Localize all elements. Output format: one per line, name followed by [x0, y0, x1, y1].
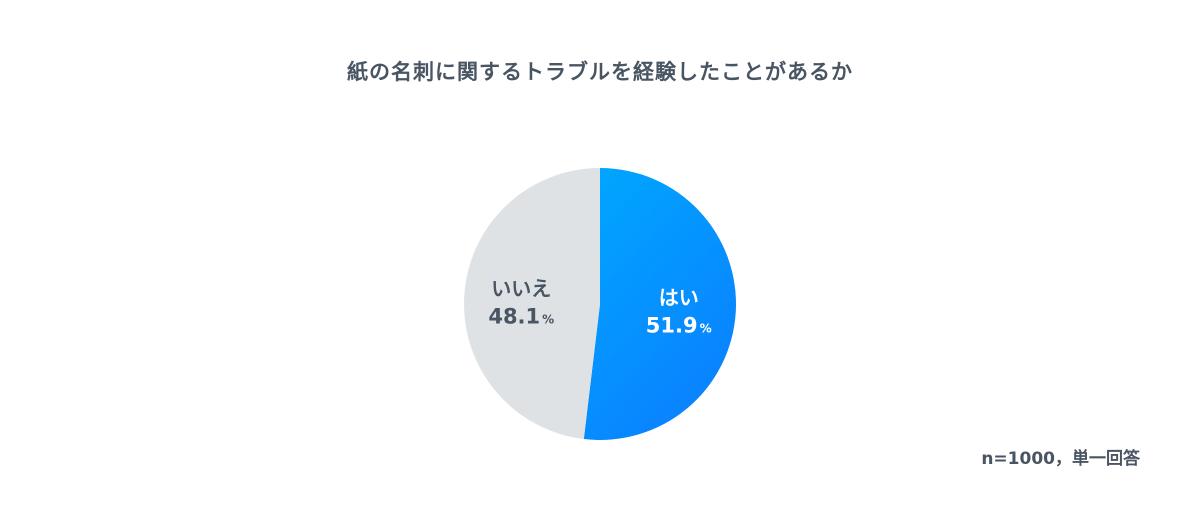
sample-size-note: n=1000，単一回答 [981, 449, 1140, 469]
pie-slice-1 [463, 168, 600, 440]
slice-value-label-1: 48.1% [488, 304, 554, 328]
chart-title: 紙の名刺に関するトラブルを経験したことがあるか [347, 60, 853, 84]
slice-name-label-0: はい [659, 286, 699, 310]
slice-name-label-1: いいえ [491, 276, 551, 300]
slice-value-label-0: 51.9% [646, 314, 712, 338]
pie-slice-0 [583, 168, 736, 440]
